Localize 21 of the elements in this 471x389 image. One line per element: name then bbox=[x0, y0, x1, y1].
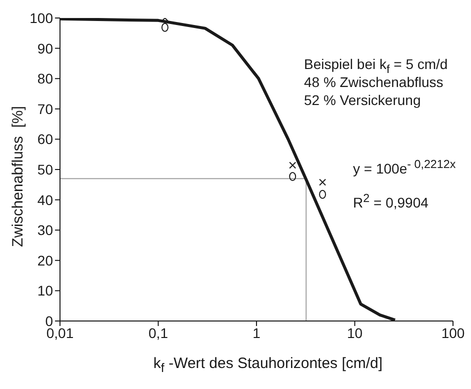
y-tick-label: 20 bbox=[37, 252, 54, 268]
y-tick-label: 10 bbox=[37, 282, 54, 299]
annotation: 52 % Versickerung bbox=[304, 92, 421, 108]
y-tick-label: 60 bbox=[37, 131, 54, 148]
y-tick-label: 30 bbox=[37, 222, 54, 238]
y-tick-label: 70 bbox=[37, 100, 54, 117]
y-tick-label: 50 bbox=[37, 161, 54, 178]
y-tick-label: 90 bbox=[37, 40, 54, 56]
x-axis-title: k$_{f}$ -Wert des Stauhorizontes [cm/d] bbox=[152, 355, 384, 375]
annotation: Beispiel bei k$_{f}$ = 5 cm/d bbox=[304, 56, 448, 76]
annotation: y = 100e$^{- 0,2212x}$ bbox=[353, 158, 456, 177]
y-tick-label: 40 bbox=[37, 192, 54, 208]
annotation: R$^{2}$ = 0,9904 bbox=[353, 192, 428, 211]
y-tick-label: 80 bbox=[37, 70, 54, 87]
annotation: 48 % Zwischenabfluss bbox=[304, 74, 444, 90]
x-tick-label: 1 bbox=[252, 324, 261, 341]
y-tick-label: 100 bbox=[30, 10, 54, 26]
x-tick-label: 100 bbox=[441, 324, 465, 341]
x-tick-label: 0,1 bbox=[148, 324, 168, 341]
y-axis-title: Zwischenabfluss [%] bbox=[10, 105, 26, 249]
x-tick-label: 10 bbox=[346, 324, 363, 341]
